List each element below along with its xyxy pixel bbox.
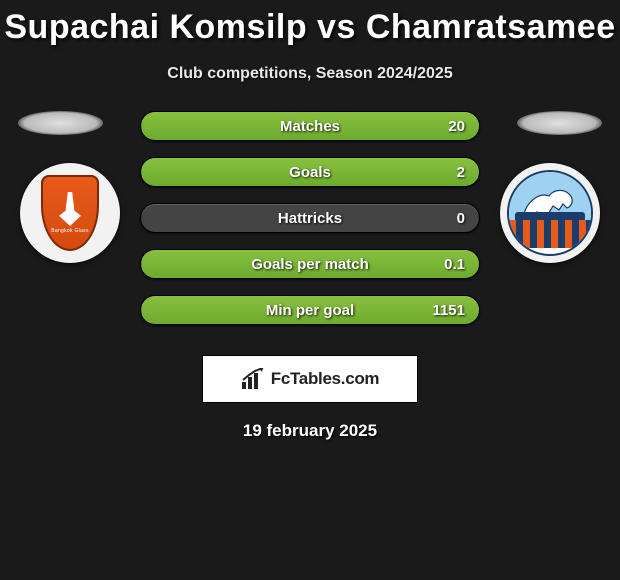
page-title: Supachai Komsilp vs Chamratsamee <box>0 0 620 47</box>
stat-label: Goals per match <box>141 250 479 278</box>
comparison-arena: Bangkok Glass Matches20Goals2Hattricks0G… <box>0 111 620 341</box>
brand-text: FcTables.com <box>271 369 380 389</box>
stat-value-right: 0 <box>457 204 465 232</box>
stat-label: Goals <box>141 158 479 186</box>
date-text: 19 february 2025 <box>0 421 620 441</box>
player-shadow-right <box>517 111 602 135</box>
stat-bar: Matches20 <box>140 111 480 141</box>
stat-value-right: 0.1 <box>444 250 465 278</box>
stat-bar: Min per goal1151 <box>140 295 480 325</box>
stat-bar: Goals per match0.1 <box>140 249 480 279</box>
shield-icon: Bangkok Glass <box>41 175 99 251</box>
stat-value-right: 20 <box>448 112 465 140</box>
subtitle: Club competitions, Season 2024/2025 <box>0 65 620 83</box>
stat-label: Hattricks <box>141 204 479 232</box>
player-shadow-left <box>18 111 103 135</box>
wai-hands-icon <box>59 192 81 226</box>
crest-stripes <box>509 220 591 248</box>
stat-label: Min per goal <box>141 296 479 324</box>
brand-box: FcTables.com <box>202 355 418 403</box>
club-crest-left: Bangkok Glass <box>20 163 120 263</box>
stat-bar: Hattricks0 <box>140 203 480 233</box>
stat-bars: Matches20Goals2Hattricks0Goals per match… <box>140 111 480 341</box>
disc-icon <box>507 170 593 256</box>
bar-chart-icon <box>241 368 265 390</box>
stat-value-right: 1151 <box>432 296 465 324</box>
club-crest-right <box>500 163 600 263</box>
stat-value-right: 2 <box>457 158 465 186</box>
stat-bar: Goals2 <box>140 157 480 187</box>
stat-label: Matches <box>141 112 479 140</box>
crest-band-text: Bangkok Glass <box>51 228 89 234</box>
